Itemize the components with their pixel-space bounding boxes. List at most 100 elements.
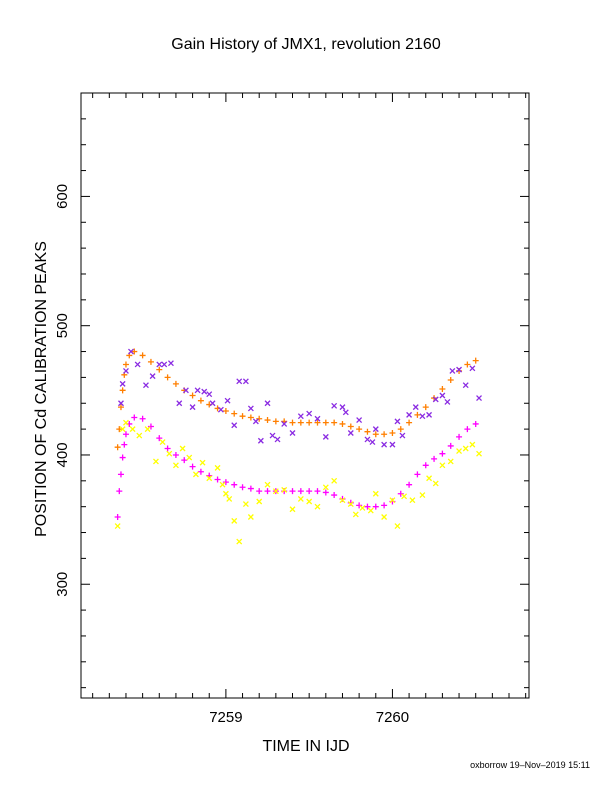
data-point	[217, 406, 224, 413]
data-point	[131, 348, 138, 355]
data-point	[322, 419, 329, 426]
data-point	[389, 429, 396, 436]
data-point	[469, 365, 476, 372]
data-point	[439, 450, 446, 457]
data-point	[472, 420, 479, 427]
series-3	[114, 419, 482, 545]
data-point	[197, 468, 204, 475]
chart-title: Gain History of JMX1, revolution 2160	[171, 36, 441, 53]
data-point	[164, 374, 171, 381]
data-point	[272, 418, 279, 425]
data-point	[206, 475, 213, 482]
data-point	[476, 450, 482, 457]
data-point	[394, 418, 401, 425]
data-point	[439, 386, 446, 393]
data-point	[364, 428, 371, 435]
data-point	[231, 517, 238, 524]
data-point	[289, 506, 296, 513]
data-point	[314, 488, 321, 495]
data-point	[182, 387, 189, 394]
data-point	[444, 399, 451, 405]
data-point	[397, 426, 404, 433]
data-point	[226, 495, 233, 502]
data-point	[231, 410, 238, 417]
data-point	[161, 361, 168, 368]
data-point	[432, 480, 439, 487]
data-point	[236, 378, 243, 385]
data-point	[419, 413, 426, 420]
y-tick-label: 300	[54, 572, 71, 597]
data-point	[172, 380, 179, 387]
data-point	[347, 501, 354, 508]
data-point	[339, 420, 346, 427]
data-point	[156, 435, 163, 442]
data-point	[117, 471, 124, 478]
data-point	[134, 361, 141, 368]
x-tick-label: 7259	[209, 709, 242, 726]
data-point	[256, 498, 263, 505]
data-point	[201, 388, 208, 395]
data-point	[406, 481, 413, 488]
y-tick-label: 600	[54, 184, 71, 209]
data-point	[432, 396, 439, 403]
data-point	[189, 463, 196, 470]
data-point	[372, 426, 379, 433]
data-point	[356, 426, 363, 433]
data-point	[339, 497, 346, 504]
data-point	[239, 413, 246, 420]
data-point	[314, 419, 321, 426]
data-point	[172, 462, 179, 469]
data-point	[322, 484, 329, 491]
data-point	[123, 367, 129, 374]
data-point	[322, 489, 329, 496]
data-point	[144, 426, 151, 433]
data-point	[142, 382, 149, 389]
data-point	[397, 490, 404, 497]
data-point	[456, 366, 463, 373]
data-point	[306, 419, 313, 426]
data-point	[189, 392, 196, 399]
data-point	[297, 488, 304, 495]
data-point	[422, 462, 429, 469]
data-point	[257, 437, 264, 444]
data-point	[264, 481, 271, 488]
footer-credit: oxborrow 19–Nov–2019 15:11	[470, 760, 590, 770]
x-axis-label: TIME IN IJD	[262, 738, 350, 755]
data-point	[447, 442, 454, 449]
data-point	[122, 361, 129, 368]
data-point	[166, 450, 173, 457]
x-tick-label: 7260	[376, 709, 409, 726]
data-point	[192, 471, 199, 478]
data-point	[356, 417, 363, 424]
data-point	[122, 431, 129, 438]
data-point	[281, 420, 288, 427]
data-point	[347, 430, 354, 436]
data-point	[414, 411, 421, 418]
data-point	[167, 360, 174, 367]
data-point	[342, 409, 349, 416]
data-point	[129, 426, 136, 433]
data-point	[118, 400, 124, 407]
data-point	[269, 432, 276, 439]
data-point	[331, 402, 338, 409]
data-point	[297, 419, 304, 426]
data-point	[419, 492, 426, 499]
data-point	[194, 387, 201, 394]
data-point	[197, 397, 204, 404]
data-point	[119, 426, 126, 433]
data-point	[164, 445, 171, 452]
data-point	[389, 497, 396, 504]
data-point	[381, 514, 388, 520]
data-point	[359, 505, 366, 511]
series-2	[118, 348, 482, 448]
data-point	[121, 441, 128, 448]
data-point	[117, 404, 124, 411]
data-point	[247, 405, 254, 412]
data-point	[128, 348, 134, 355]
data-point	[409, 497, 416, 504]
data-point	[381, 431, 388, 438]
data-point	[281, 486, 288, 493]
data-point	[272, 488, 279, 495]
data-point	[252, 418, 259, 425]
